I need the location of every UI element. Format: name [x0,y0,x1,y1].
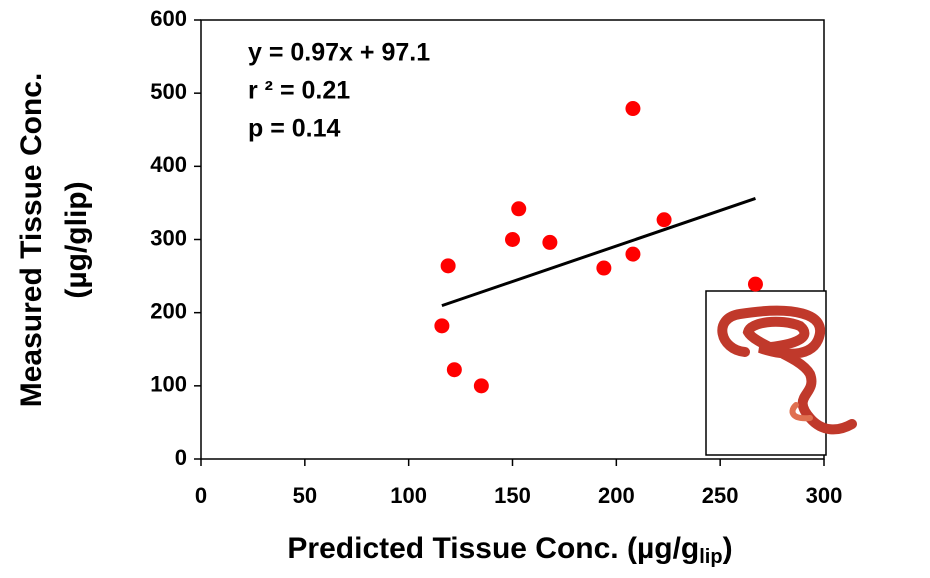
data-point [656,212,672,228]
data-point [747,276,763,292]
data-point [473,378,489,394]
annotation: r ² = 0.21 [248,77,350,105]
x-tick-label: 250 [702,483,739,508]
y-axis-label: Measured Tissue Conc. [15,73,48,408]
y-tick-label: 300 [150,225,187,250]
annotation: y = 0.97x + 97.1 [248,39,430,67]
x-tick-label: 0 [195,483,207,508]
x-label-sub: lip [699,546,722,568]
x-tick-label: 300 [806,483,843,508]
x-tick-label: 150 [494,483,531,508]
data-point [542,234,558,250]
data-point [625,101,641,117]
data-point [446,362,462,378]
data-point [625,246,641,262]
data-point [434,318,450,334]
y-tick-label: 0 [175,445,187,470]
x-axis-label: Predicted Tissue Conc. (µg/glip) [287,532,732,568]
x-tick-label: 100 [390,483,427,508]
y-tick-label: 600 [150,6,187,31]
x-label-end: ) [723,532,733,565]
y-axis-label: (µg/glip) [60,181,93,298]
x-tick-label: 200 [598,483,635,508]
data-point [596,260,612,276]
y-tick-label: 500 [150,79,187,104]
x-label-main: Predicted Tissue Conc. (µg/g [287,532,699,565]
trendline [441,197,756,308]
data-point [440,258,456,274]
data-point [505,232,520,247]
x-tick-label: 50 [293,483,317,508]
data-point [511,201,527,217]
annotation: p = 0.14 [248,115,341,143]
inset-photo [705,290,857,456]
y-tick-label: 400 [150,152,187,177]
y-tick-label: 200 [150,298,187,323]
y-tick-label: 100 [150,372,187,397]
